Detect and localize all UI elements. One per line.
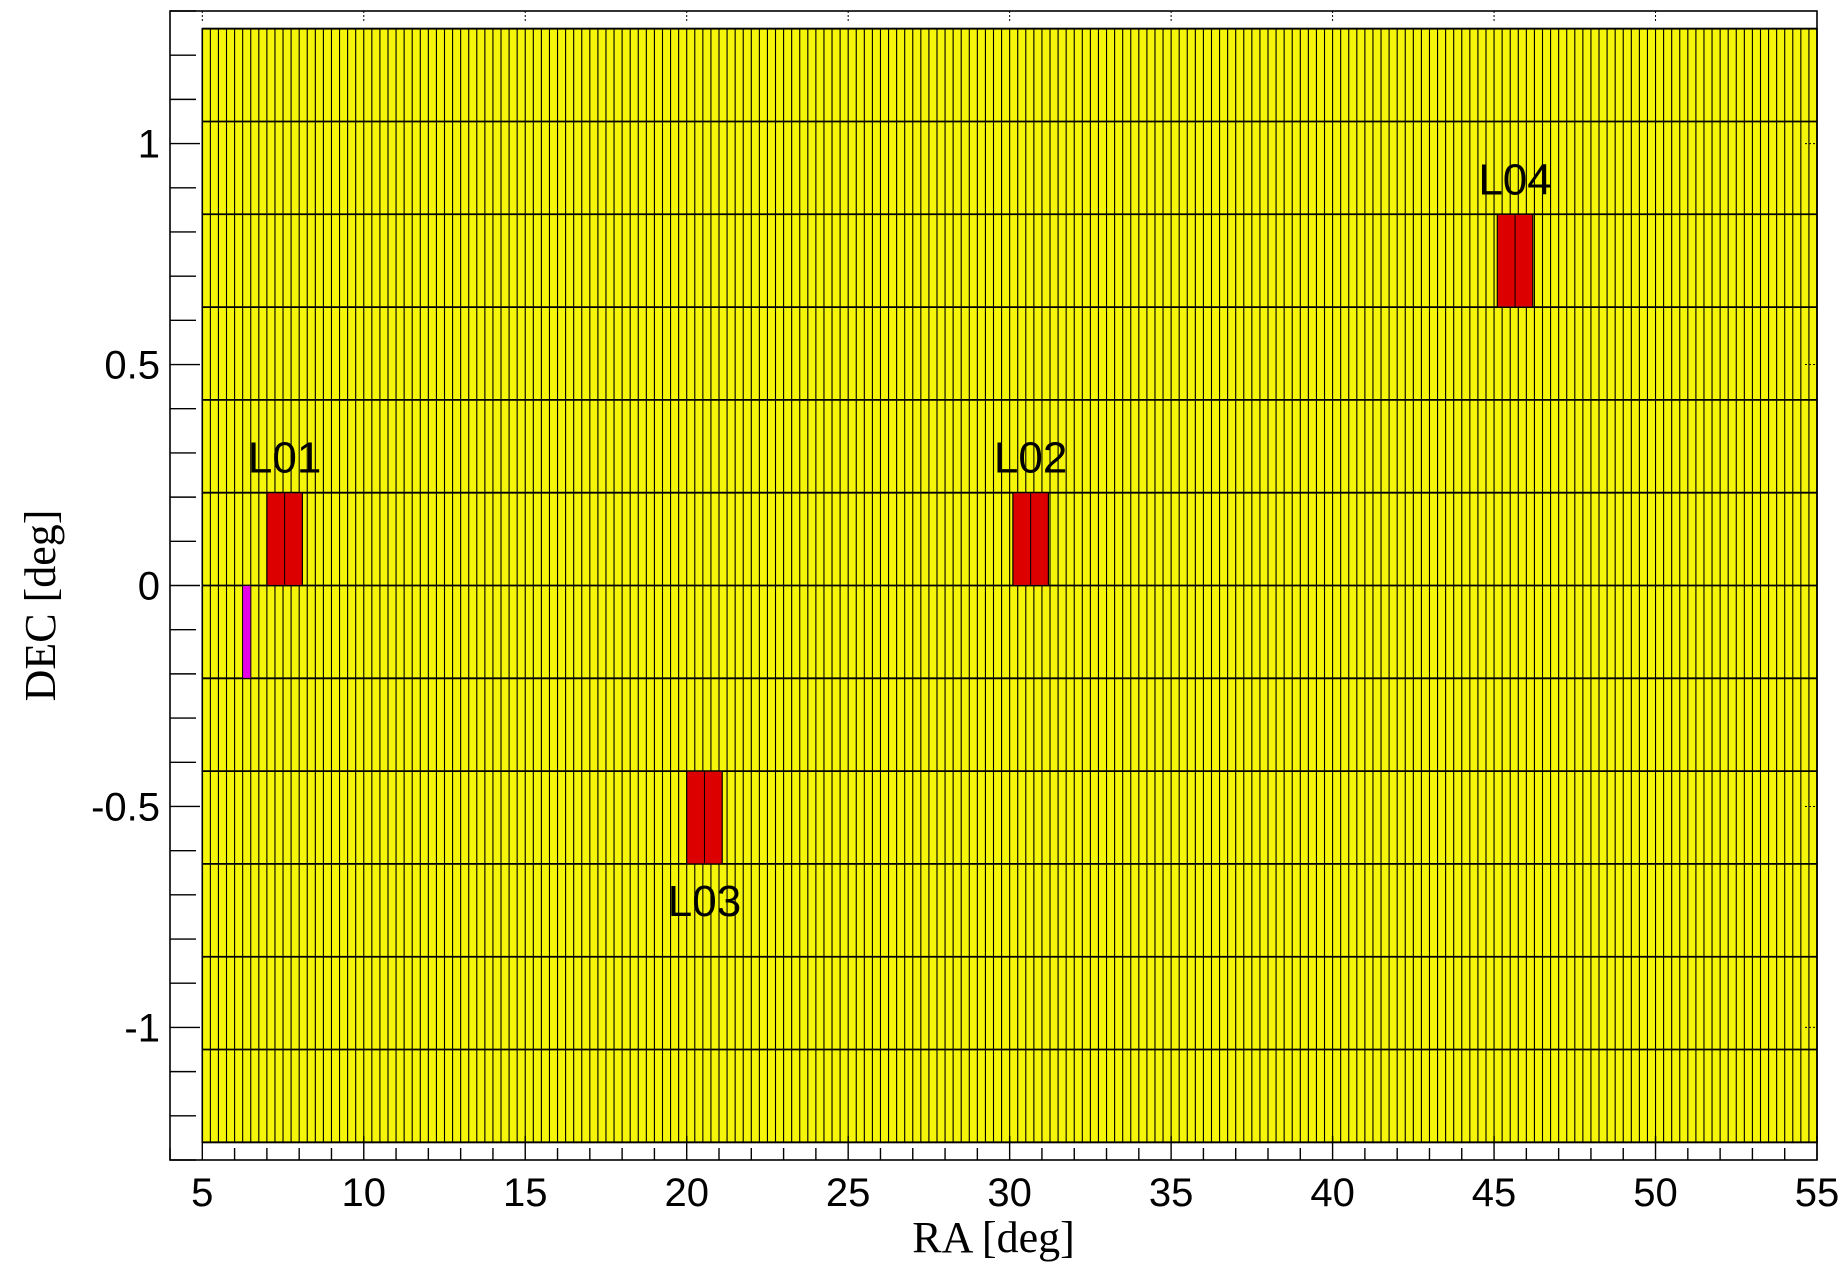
x-tick-label: 15 xyxy=(503,1171,548,1215)
region-labels: L01 L02 L03 L04 xyxy=(248,155,1552,926)
tile-grid xyxy=(201,27,1818,1144)
x-tick-label: 30 xyxy=(987,1171,1032,1215)
y-tick-label: -0.5 xyxy=(91,785,160,829)
x-tick-label: 55 xyxy=(1795,1171,1840,1215)
marker-region xyxy=(242,585,252,679)
x-tick-label: 40 xyxy=(1310,1171,1355,1215)
x-tick-label: 35 xyxy=(1149,1171,1194,1215)
y-tick-label: 0 xyxy=(138,565,160,609)
y-tick-label: 1 xyxy=(138,123,160,167)
x-tick-label: 45 xyxy=(1472,1171,1517,1215)
axis-ticks xyxy=(169,10,1818,1161)
x-axis-title: RA [deg] xyxy=(912,1213,1075,1262)
x-tick-label: 25 xyxy=(826,1171,871,1215)
y-tick-label: -1 xyxy=(124,1006,160,1050)
x-tick-label: 10 xyxy=(342,1171,387,1215)
region-label-l02: L02 xyxy=(994,434,1067,483)
x-tick-label: 50 xyxy=(1633,1171,1678,1215)
y-tick-label: 0.5 xyxy=(104,344,160,388)
region-label-l04: L04 xyxy=(1478,155,1551,204)
highlighted-regions xyxy=(242,213,1534,865)
x-tick-label: 5 xyxy=(191,1171,213,1215)
x-tick-label: 20 xyxy=(664,1171,709,1215)
y-axis-title: DEC [deg] xyxy=(16,510,65,702)
region-label-l03: L03 xyxy=(668,877,741,926)
axis-tick-labels: 5 10 15 20 25 30 35 40 45 50 55 -1 -0.5 0 0.5 1 xyxy=(91,123,1839,1215)
region-label-l01: L01 xyxy=(248,434,321,483)
